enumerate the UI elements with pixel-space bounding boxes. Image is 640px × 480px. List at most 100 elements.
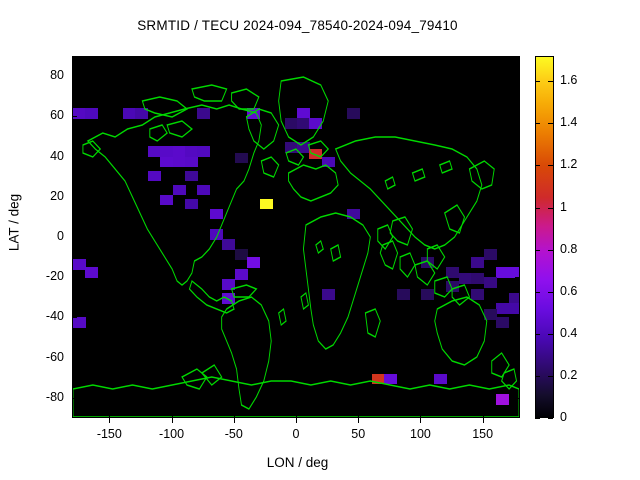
colorbar-tick xyxy=(548,165,553,167)
heatmap-cell xyxy=(85,267,99,278)
heatmap-cell xyxy=(234,249,248,260)
heatmap-cell xyxy=(85,108,99,119)
heatmap-cell xyxy=(297,108,311,119)
heatmap-cell xyxy=(197,108,211,119)
heatmap-cell xyxy=(309,148,323,160)
heatmap-cell xyxy=(209,228,223,240)
y-tick xyxy=(515,76,520,78)
x-tick xyxy=(482,413,484,418)
heatmap-cell xyxy=(346,208,360,220)
y-tick xyxy=(515,116,520,118)
colorbar-tick xyxy=(548,249,553,251)
heatmap-cell xyxy=(433,373,447,385)
heatmap-cell xyxy=(247,257,261,268)
heatmap-cell xyxy=(247,108,261,119)
heatmap-cell xyxy=(160,156,174,168)
y-axis-label: LAT / deg xyxy=(6,193,22,252)
colorbar-tick xyxy=(535,123,540,125)
heatmap-cell xyxy=(259,198,273,210)
colorbar-tick xyxy=(535,291,540,293)
colorbar-tick xyxy=(548,291,553,293)
heatmap-cell xyxy=(185,146,199,158)
heatmap-cell xyxy=(321,289,335,300)
heatmap-cell xyxy=(471,257,485,268)
y-tick xyxy=(515,196,520,198)
colorbar-tick xyxy=(548,418,553,419)
y-tick-label: 20 xyxy=(50,188,64,203)
heatmap-cell xyxy=(483,249,497,260)
colorbar-tick xyxy=(535,165,540,167)
map-plot-area[interactable] xyxy=(72,56,520,418)
colorbar-tick-label: 0.8 xyxy=(560,241,578,256)
heatmap-cell xyxy=(160,146,174,158)
heatmap-cell xyxy=(222,279,236,290)
colorbar-tick xyxy=(535,333,540,335)
heatmap-cell xyxy=(172,146,186,158)
colorbar-tick-label: 1.2 xyxy=(560,157,578,172)
y-tick xyxy=(72,357,77,359)
heatmap-cell xyxy=(297,118,311,129)
x-tick-label: -150 xyxy=(96,427,122,441)
coastline-overlay xyxy=(73,76,519,417)
x-tick xyxy=(296,413,297,418)
colorbar-tick xyxy=(548,333,553,335)
x-tick xyxy=(358,418,360,423)
heatmap-cell xyxy=(496,393,510,405)
heatmap-cell xyxy=(172,156,186,168)
heatmap-cell xyxy=(346,108,360,119)
heatmap-cell xyxy=(197,184,211,196)
heatmap-cell xyxy=(508,293,519,304)
colorbar-tick xyxy=(535,418,540,419)
colorbar-tick-label: 0.6 xyxy=(560,283,578,298)
heatmap-cell xyxy=(185,198,199,210)
y-tick xyxy=(72,156,77,158)
heatmap-cell xyxy=(122,108,136,119)
heatmap-cell xyxy=(421,289,435,300)
chart-title: SRMTID / TECU 2024-094_78540-2024-094_79… xyxy=(137,18,458,33)
heatmap-cell xyxy=(172,184,186,196)
x-tick xyxy=(420,413,422,418)
heatmap-cell xyxy=(135,108,149,119)
colorbar-tick xyxy=(548,81,553,83)
x-tick-label: 0 xyxy=(292,427,300,441)
x-tick xyxy=(109,413,111,418)
x-tick xyxy=(171,418,173,423)
heatmap-cell xyxy=(446,267,460,278)
colorbar-tick xyxy=(548,375,553,377)
y-tick-label: -60 xyxy=(45,349,64,364)
y-tick xyxy=(72,277,77,279)
heatmap-cell xyxy=(73,317,87,329)
colorbar-tick xyxy=(535,207,540,209)
heatmap-cell xyxy=(73,259,87,270)
x-tick xyxy=(171,413,173,418)
heatmap-cell xyxy=(309,118,323,129)
y-tick-label: -80 xyxy=(45,389,64,404)
x-tick-label: 100 xyxy=(410,427,431,441)
colorbar-tick-label: 0 xyxy=(560,410,567,424)
heatmap-cell xyxy=(483,277,497,288)
heatmap-cell xyxy=(496,303,510,314)
heatmap-cell xyxy=(284,118,298,129)
heatmap-cell xyxy=(147,170,161,182)
heatmap-cell xyxy=(209,208,223,220)
heatmap-cell xyxy=(446,281,460,292)
x-tick-label: -50 xyxy=(224,427,243,441)
heatmap-cell xyxy=(234,152,248,164)
heatmap-cell xyxy=(284,142,298,154)
heatmap-cell xyxy=(160,194,174,206)
heatmap-cell xyxy=(147,146,161,158)
y-tick xyxy=(515,277,520,279)
y-tick xyxy=(72,116,77,118)
heatmap-cell xyxy=(508,267,519,278)
heatmap-cell xyxy=(458,273,472,284)
heatmap-cell xyxy=(496,317,510,329)
heatmap-cell xyxy=(496,267,510,278)
heatmap-cell xyxy=(185,156,199,168)
colorbar-gradient xyxy=(535,56,554,418)
x-tick xyxy=(233,413,235,418)
x-tick-label: -100 xyxy=(159,427,185,441)
heatmap-cell xyxy=(384,373,398,385)
colorbar-tick-label: 1.4 xyxy=(560,115,578,130)
heatmap-cell xyxy=(297,142,311,154)
